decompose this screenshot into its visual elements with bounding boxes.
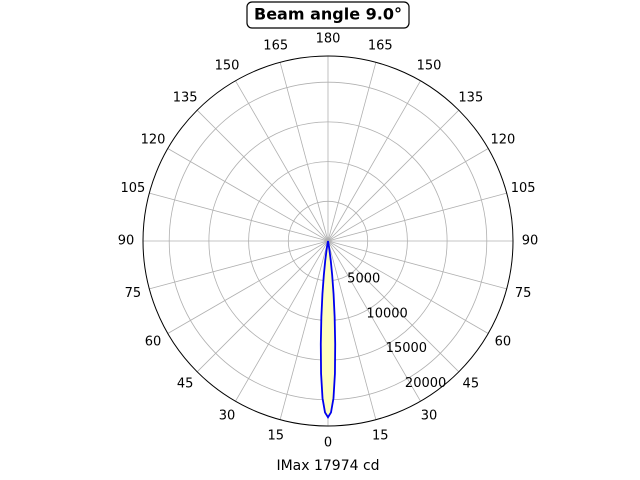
angle-tick-label: 180 [316, 32, 341, 47]
spoke-grid-line [327, 109, 460, 242]
angle-tick-label: 60 [145, 335, 162, 350]
angle-tick-label: 15 [267, 429, 284, 444]
spoke-grid-line [235, 80, 329, 242]
angle-tick-label: 15 [372, 429, 389, 444]
angle-tick-label: 165 [368, 38, 393, 53]
angle-tick-label: 75 [515, 286, 532, 301]
angle-tick-label: 45 [177, 376, 194, 391]
angle-tick-label: 90 [522, 234, 539, 249]
spoke-grid-line [327, 240, 489, 334]
angle-tick-label: 165 [263, 38, 288, 53]
spoke-grid-line [327, 240, 377, 420]
spoke-grid-line [327, 148, 489, 242]
spoke-grid-line [327, 80, 421, 242]
radial-tick-label: 10000 [366, 306, 407, 321]
angle-tick-label: 105 [511, 181, 536, 196]
radial-tick-label: 20000 [405, 376, 446, 391]
spoke-grid-line [327, 62, 377, 242]
angle-tick-label: 150 [215, 59, 240, 74]
angle-tick-label: 150 [417, 59, 442, 74]
spoke-grid-line [327, 240, 507, 290]
spoke-grid-line [279, 62, 329, 242]
outer-frame [142, 55, 514, 427]
angle-tick-label: 135 [173, 91, 198, 106]
title-box [246, 1, 410, 29]
spoke-grid-line [149, 240, 329, 290]
beam-curve [319, 240, 337, 419]
spoke-grid-line [279, 240, 329, 420]
radial-tick-label: 15000 [386, 341, 427, 356]
spoke-grid-line [327, 240, 460, 373]
angle-tick-label: 135 [458, 91, 483, 106]
angle-tick-label: 90 [118, 234, 135, 249]
spoke-grid-line [167, 240, 329, 334]
angle-tick-label: 0 [324, 436, 332, 451]
angle-tick-label: 120 [141, 133, 166, 148]
spoke-grid-line [327, 240, 421, 402]
spoke-grid-line [196, 240, 329, 373]
x-axis-label: IMax 17974 cd [276, 458, 379, 474]
angle-tick-label: 45 [463, 376, 480, 391]
spoke-grid-line [235, 240, 329, 402]
radial-tick-label: 5000 [347, 272, 380, 287]
angle-tick-label: 30 [219, 408, 236, 423]
spoke-grid-line [327, 192, 507, 242]
spoke-grid-line [167, 148, 329, 242]
angle-tick-label: 60 [495, 335, 512, 350]
angle-tick-label: 105 [120, 181, 145, 196]
angle-tick-label: 30 [421, 408, 438, 423]
angle-tick-label: 120 [491, 133, 516, 148]
angle-tick-label: 75 [125, 286, 142, 301]
spoke-grid-line [196, 109, 329, 242]
chart-title: Beam angle 9.0° [254, 5, 402, 24]
spoke-grid-line [149, 192, 329, 242]
